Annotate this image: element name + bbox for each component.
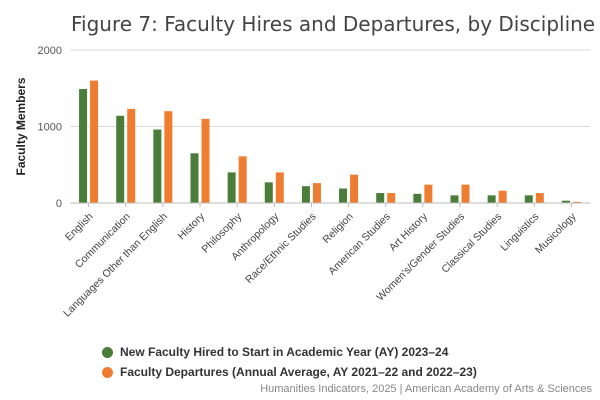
- x-tick-label: English: [63, 211, 96, 244]
- bar-departures[interactable]: [127, 108, 136, 203]
- bar-departures[interactable]: [312, 183, 321, 203]
- legend-swatch-hires: [102, 346, 113, 358]
- bar-hires[interactable]: [561, 200, 570, 203]
- bar-hires[interactable]: [376, 193, 385, 203]
- chart-legend: New Faculty Hired to Start in Academic Y…: [102, 342, 477, 382]
- bar-departures[interactable]: [498, 190, 507, 203]
- x-tick-label: Religion: [320, 211, 355, 246]
- bar-hires[interactable]: [301, 186, 310, 203]
- bar-hires[interactable]: [524, 195, 533, 203]
- y-tick-label: 0: [56, 198, 62, 210]
- bar-departures[interactable]: [238, 156, 247, 203]
- bar-departures[interactable]: [275, 172, 284, 203]
- bar-hires[interactable]: [339, 188, 348, 203]
- legend-swatch-departures: [102, 366, 113, 378]
- legend-item-hires[interactable]: New Faculty Hired to Start in Academic Y…: [102, 342, 477, 362]
- legend-item-departures[interactable]: Faculty Departures (Annual Average, AY 2…: [102, 362, 477, 382]
- bar-departures[interactable]: [461, 184, 470, 203]
- legend-label-departures: Faculty Departures (Annual Average, AY 2…: [120, 365, 477, 379]
- x-tick-label: Race/Ethnic Studies: [243, 211, 318, 286]
- bar-hires[interactable]: [79, 89, 88, 203]
- bar-hires[interactable]: [153, 129, 162, 203]
- bar-hires[interactable]: [190, 153, 199, 203]
- bar-departures[interactable]: [90, 80, 99, 203]
- y-tick-label: 1000: [38, 122, 62, 134]
- bar-departures[interactable]: [535, 193, 544, 203]
- bar-departures[interactable]: [164, 111, 173, 203]
- x-tick-label: History: [176, 210, 208, 242]
- x-tick-label: Musicology: [533, 210, 579, 256]
- bar-departures[interactable]: [572, 201, 581, 203]
- bar-hires[interactable]: [413, 193, 422, 203]
- bar-hires[interactable]: [227, 172, 236, 203]
- chart-title: Figure 7: Faculty Hires and Departures, …: [71, 12, 596, 36]
- bar-departures[interactable]: [387, 193, 396, 203]
- source-credit: Humanities Indicators, 2025 | American A…: [260, 383, 592, 395]
- bar-departures[interactable]: [201, 118, 210, 203]
- bar-hires[interactable]: [487, 195, 496, 203]
- y-tick-label: 2000: [38, 45, 62, 57]
- bar-departures[interactable]: [350, 174, 359, 203]
- bar-hires[interactable]: [450, 195, 459, 203]
- bar-hires[interactable]: [264, 182, 273, 203]
- bar-departures[interactable]: [424, 184, 433, 203]
- legend-label-hires: New Faculty Hired to Start in Academic Y…: [120, 345, 449, 359]
- y-axis-label: Faculty Members: [14, 77, 28, 175]
- bar-hires[interactable]: [116, 115, 125, 203]
